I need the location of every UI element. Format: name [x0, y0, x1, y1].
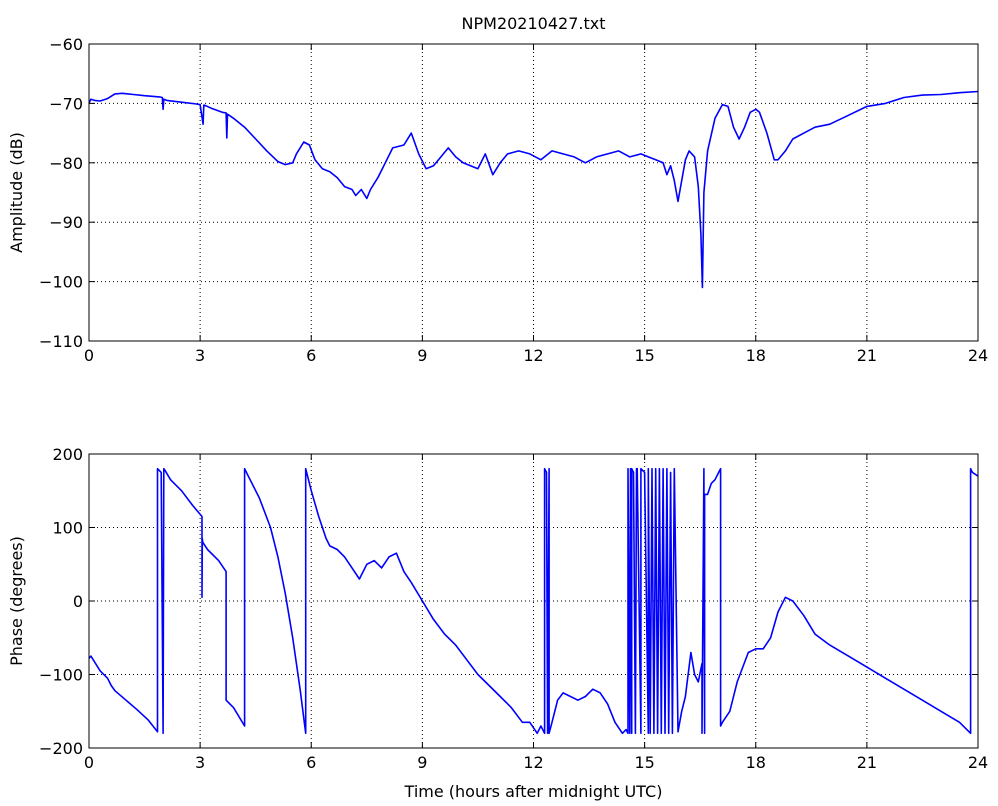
phase-grid [89, 454, 978, 748]
x-tick-label: 15 [634, 753, 654, 772]
phase-y-axis-label: Phase (degrees) [7, 536, 26, 666]
x-tick-label: 21 [857, 346, 877, 365]
y-tick-label: 200 [52, 445, 83, 464]
x-tick-label: 6 [306, 346, 316, 365]
x-tick-label: 3 [195, 753, 205, 772]
x-tick-label: 6 [306, 753, 316, 772]
y-tick-label: −60 [49, 35, 83, 54]
x-tick-label: 18 [746, 346, 766, 365]
y-tick-label: −100 [39, 273, 83, 292]
x-tick-label: 12 [523, 346, 543, 365]
phase-series-line [88, 467, 979, 735]
amplitude-grid [89, 44, 978, 341]
x-tick-label: 0 [84, 753, 94, 772]
x-tick-label: 15 [634, 346, 654, 365]
amplitude-y-axis-label: Amplitude (dB) [7, 132, 26, 253]
amplitude-plot: NPM20210427.txt 0 3 6 9 12 15 18 21 24 −110 −100 −9… [7, 14, 988, 365]
x-tick-label: 24 [968, 753, 988, 772]
x-tick-label: 24 [968, 346, 988, 365]
y-tick-label: −80 [49, 154, 83, 173]
x-tick-label: 3 [195, 346, 205, 365]
phase-plot: 0 3 6 9 12 15 18 21 24 −200 −100 0 100 200 Phase (deg… [7, 445, 988, 801]
y-tick-label: 100 [52, 519, 83, 538]
y-tick-label: −200 [39, 739, 83, 758]
x-tick-label: 0 [84, 346, 94, 365]
x-tick-label: 9 [417, 753, 427, 772]
x-tick-label: 9 [417, 346, 427, 365]
x-tick-label: 12 [523, 753, 543, 772]
y-tick-label: 0 [73, 592, 83, 611]
y-tick-label: −110 [39, 332, 83, 351]
phase-ticks: 0 3 6 9 12 15 18 21 24 −200 −100 0 100 200 [39, 445, 988, 772]
amplitude-ticks: 0 3 6 9 12 15 18 21 24 −110 −100 −90 −80 −70 −60 [39, 35, 988, 365]
y-tick-label: −90 [49, 213, 83, 232]
y-tick-label: −100 [39, 666, 83, 685]
x-tick-label: 21 [857, 753, 877, 772]
chart-title: NPM20210427.txt [462, 14, 606, 33]
x-tick-label: 18 [746, 753, 766, 772]
amplitude-series-line [88, 90, 979, 289]
y-tick-label: −70 [49, 94, 83, 113]
phase-x-axis-label: Time (hours after midnight UTC) [404, 782, 663, 801]
